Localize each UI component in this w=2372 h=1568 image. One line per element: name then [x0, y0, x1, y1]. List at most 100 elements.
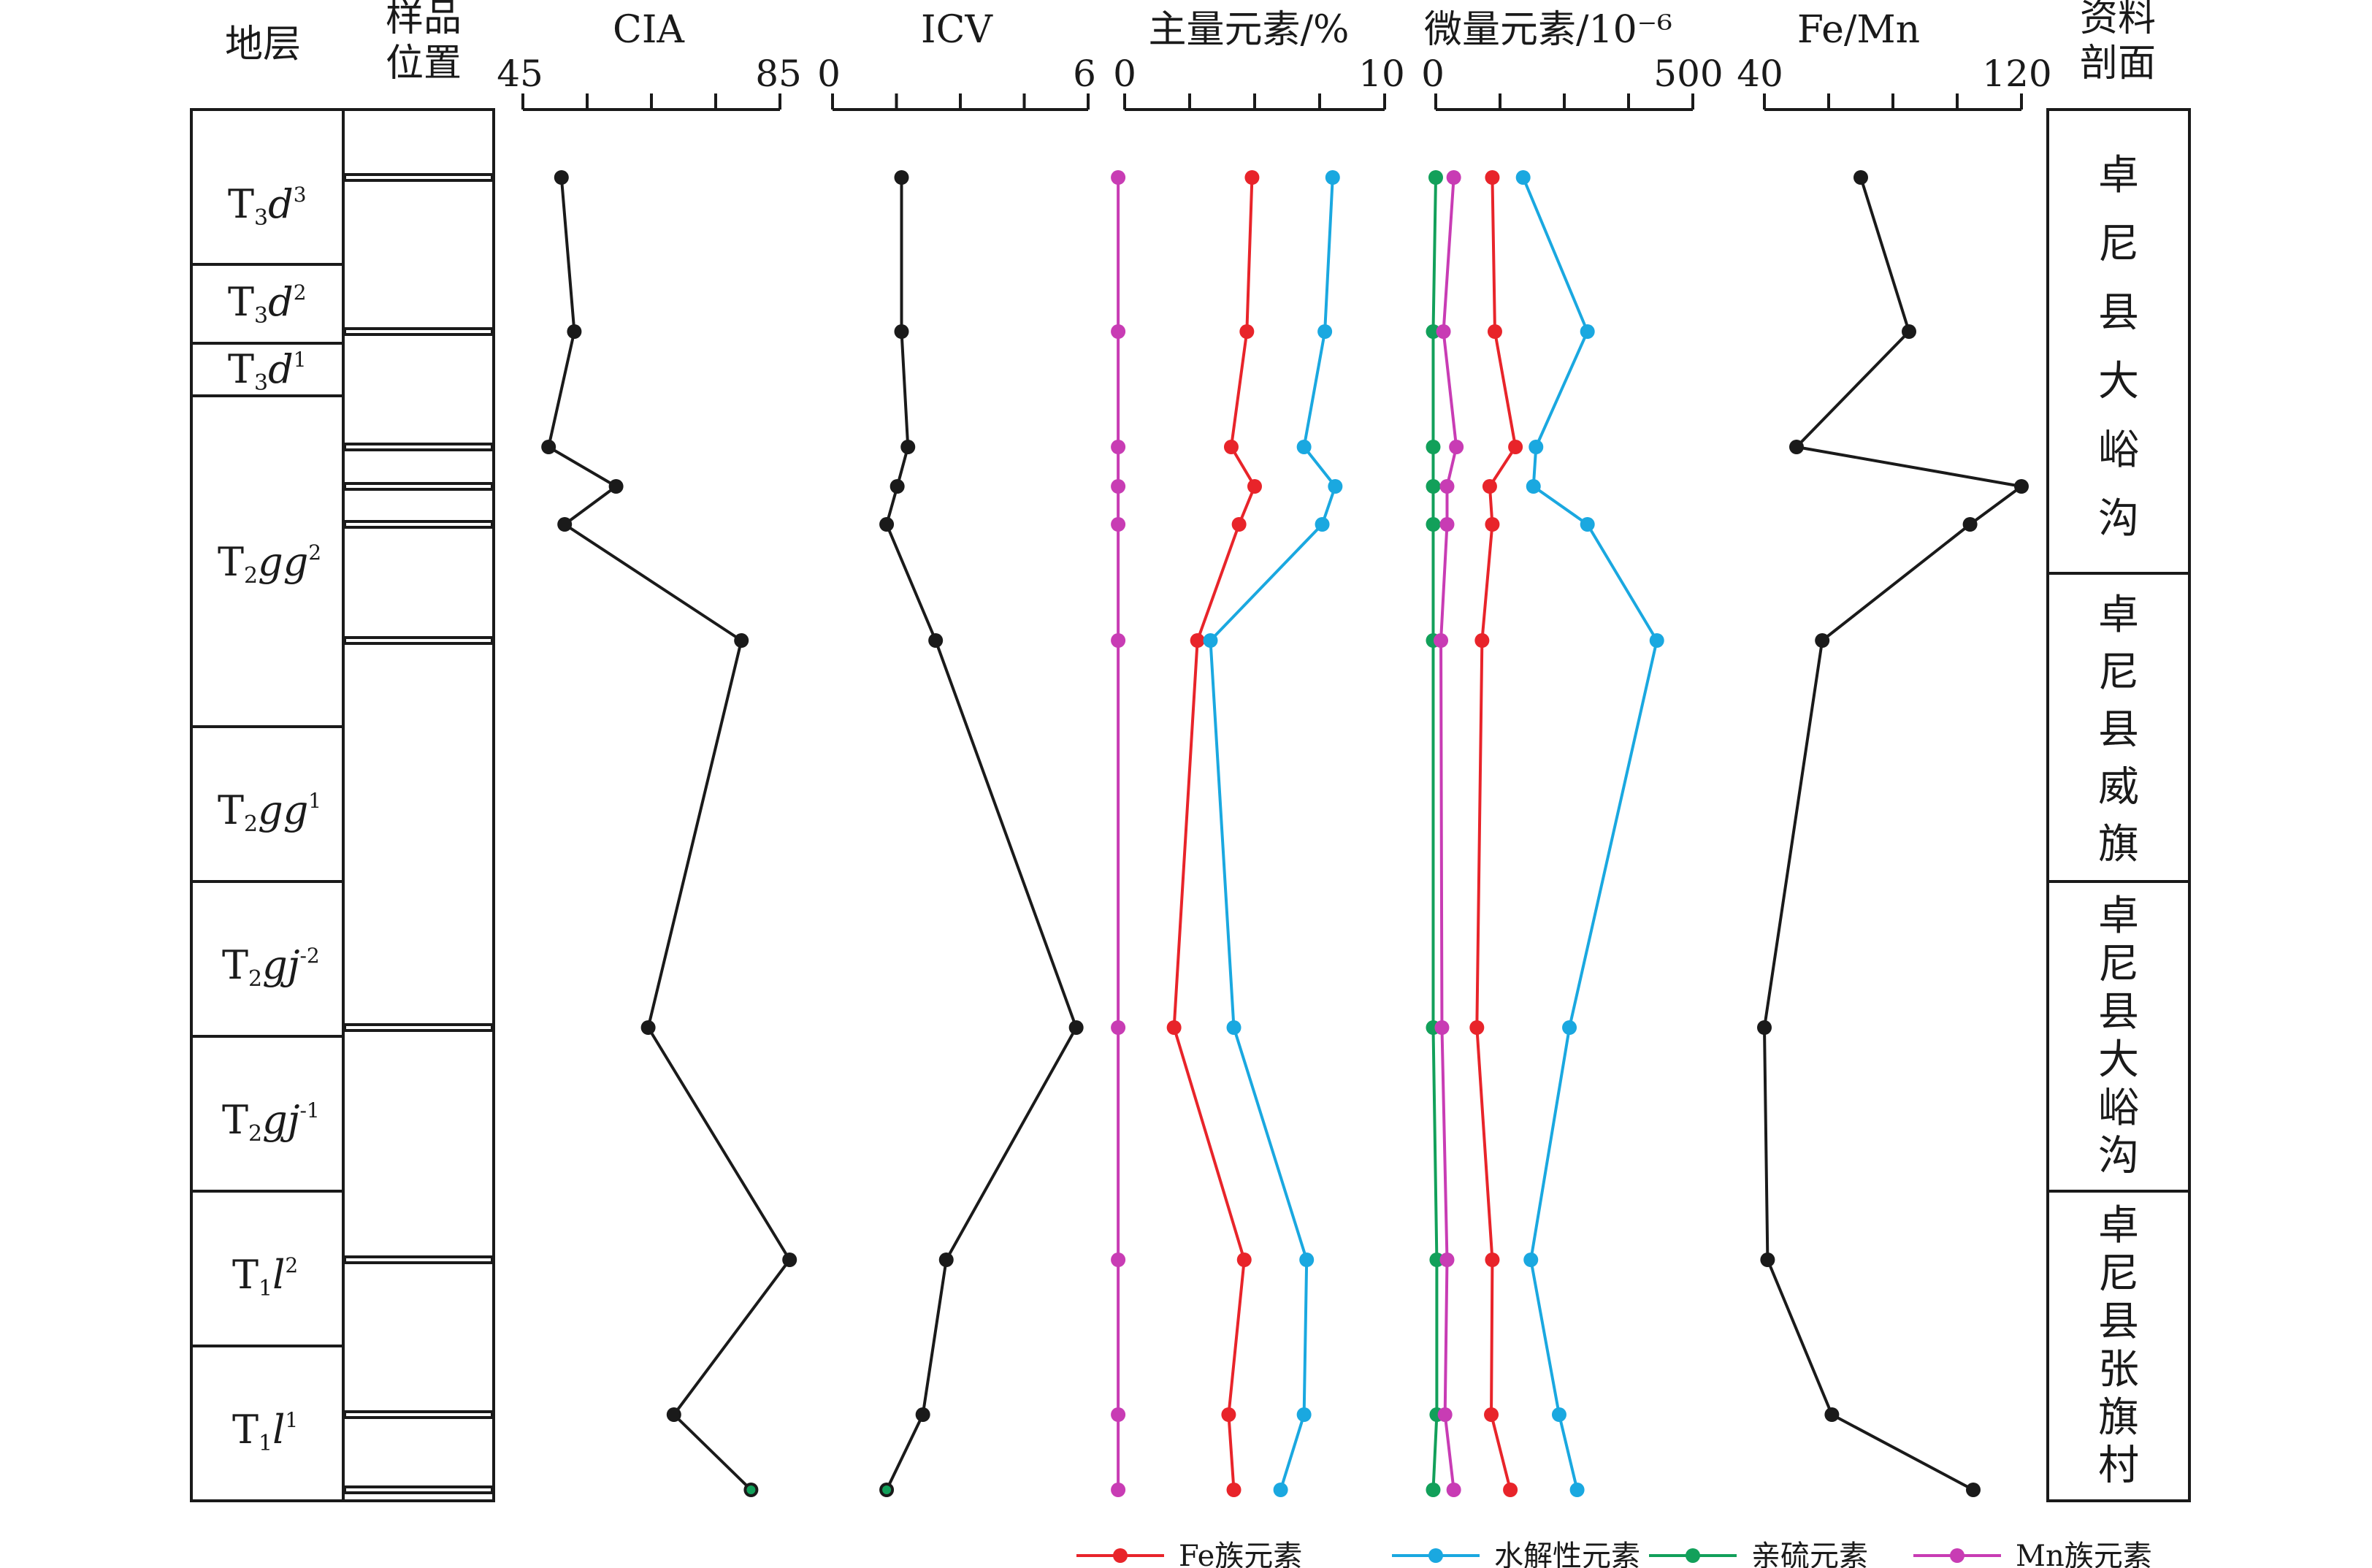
trace-mn-point: [1434, 633, 1449, 648]
major-hydrolysate-line: [1209, 177, 1337, 1491]
legend-swatch-point: [1113, 1548, 1128, 1563]
cia-black_series-point: [554, 170, 569, 185]
trace-fe-point: [1485, 517, 1500, 532]
major-mn-point: [1111, 170, 1126, 185]
section-label-char: 尼: [2098, 649, 2139, 697]
major-fe-point: [1236, 1253, 1252, 1267]
major-mn-point: [1111, 633, 1126, 648]
trace-hydrolysate-point: [1515, 170, 1531, 185]
trace-fe-point: [1469, 1020, 1485, 1035]
trace-fe-point: [1482, 479, 1497, 494]
trace-mn-point: [1436, 324, 1451, 339]
major-hydrolysate-point: [1315, 517, 1330, 532]
fe-mn-black_series-point: [2014, 479, 2029, 494]
section-label-char: 威: [2098, 763, 2139, 811]
icv-black_series-point: [928, 633, 944, 648]
trace-hydrolysate-point: [1569, 1483, 1585, 1497]
major-fe-point: [1231, 517, 1247, 532]
section-label-char: 县: [2098, 289, 2139, 337]
strata-label: T3d1: [228, 346, 307, 396]
fe-mn-max-label: 120: [1982, 53, 2051, 95]
major-mn-point: [1111, 517, 1126, 532]
cia-max-label: 85: [755, 53, 802, 95]
trace-mn-point: [1439, 479, 1455, 494]
major-fe-point: [1166, 1020, 1182, 1035]
section-label-char: 沟: [2098, 495, 2139, 543]
trace-hydrolysate-point: [1523, 1253, 1539, 1267]
chart-series: [541, 170, 2029, 1497]
sample-marker: [343, 482, 494, 491]
trace-mn-point: [1439, 1253, 1455, 1267]
cia-black_series-point: [782, 1253, 797, 1267]
major-hydrolysate-point: [1325, 170, 1340, 185]
major-min-label: 0: [1113, 53, 1136, 95]
fe-mn-black_series-point: [1853, 170, 1868, 185]
sample-header-line1: 样品: [386, 0, 462, 40]
cia-black_series-point: [640, 1020, 656, 1035]
fe-mn-black_series-point: [1962, 517, 1978, 532]
fe-mn-black_series-point: [1789, 440, 1804, 454]
sample-marker: [343, 1023, 494, 1032]
major-hydrolysate-point: [1203, 633, 1218, 648]
source-header-line2: 剖面: [2080, 42, 2156, 85]
icv-black_series-point: [894, 170, 909, 185]
section-label-char: 旗: [2098, 1394, 2139, 1442]
trace-thiophile-point: [1426, 440, 1441, 454]
major-mn-point: [1111, 1253, 1126, 1267]
sample-marker: [343, 1255, 494, 1264]
sample-marker: [343, 636, 494, 645]
sample-marker: [343, 173, 494, 182]
section-label-char: 大: [2098, 1036, 2139, 1084]
trace-hydrolysate-line: [1521, 177, 1659, 1491]
trace-thiophile-point: [1426, 1483, 1441, 1497]
sample-marker: [343, 520, 494, 529]
major-fe-point: [1244, 170, 1260, 185]
source-header-line1: 资料: [2080, 0, 2156, 40]
trace-hydrolysate-point: [1551, 1407, 1566, 1422]
strata-label: T3d3: [228, 181, 307, 231]
major-hydrolysate-point: [1296, 1407, 1312, 1422]
icv-black_series-point: [1068, 1020, 1084, 1035]
section-label-char: 尼: [2098, 941, 2139, 988]
trace-thiophile-point: [1426, 479, 1441, 494]
trace-fe-point: [1484, 1407, 1499, 1422]
trace-min-label: 0: [1421, 53, 1445, 95]
trace-mn-point: [1439, 517, 1455, 532]
legend-swatch-point: [1428, 1548, 1443, 1563]
trace-fe-line: [1475, 177, 1518, 1491]
icv-black_series-line: [885, 177, 1078, 1491]
legend-label: 水解性元素: [1494, 1540, 1640, 1568]
sample-header-line2: 位置: [386, 42, 462, 85]
cia-black_series-line: [547, 177, 792, 1491]
fe-mn-black_series-line: [1763, 177, 2023, 1491]
major-mn-point: [1111, 1407, 1126, 1422]
major-hydrolysate-point: [1299, 1253, 1315, 1267]
section-label-char: 旗: [2098, 821, 2139, 868]
section-label-char: 县: [2098, 1299, 2139, 1346]
icv-max-label: 6: [1073, 53, 1096, 95]
icv-black_series-point: [900, 440, 916, 454]
trace-thiophile-point: [1428, 170, 1443, 185]
icv-black_series-point: [879, 517, 895, 532]
section-label-char: 尼: [2098, 221, 2139, 268]
cia-end-marker: [746, 1485, 756, 1494]
trace-hydrolysate-point: [1526, 479, 1541, 494]
section-label-char: 峪: [2098, 1085, 2139, 1132]
section-label-char: 卓: [2098, 892, 2139, 940]
chart-axes: [521, 93, 2023, 111]
trace-hydrolysate-point: [1562, 1020, 1577, 1035]
major-max-label: 10: [1358, 53, 1405, 95]
section-label-char: 卓: [2098, 1202, 2139, 1250]
trace-thiophile-point: [1426, 517, 1441, 532]
trace-hydrolysate-point: [1580, 324, 1595, 339]
trace-hydrolysate-point: [1649, 633, 1664, 648]
fe-mn-black_series-point: [1824, 1407, 1840, 1422]
fe-mn-title: Fe/Mn: [1797, 8, 1920, 52]
strata-label: T1l1: [232, 1407, 298, 1456]
icv-black_series-point: [894, 324, 909, 339]
trace-thiophile-point: [1429, 1253, 1445, 1267]
fe-mn-black_series-point: [1966, 1483, 1981, 1497]
major-hydrolysate-point: [1328, 479, 1343, 494]
fe-mn-black_series-point: [1760, 1253, 1775, 1267]
